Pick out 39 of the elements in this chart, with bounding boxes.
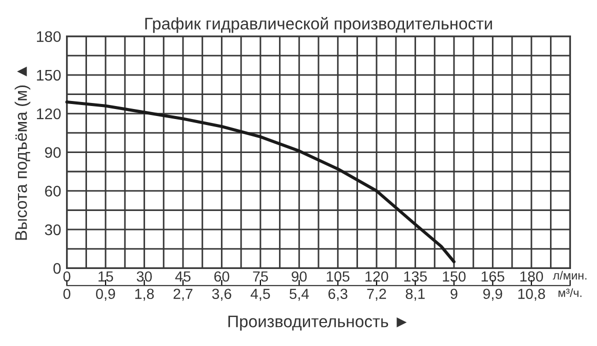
x-tick-label: 0 xyxy=(63,271,70,282)
x-tick-label: 15 xyxy=(98,271,114,282)
x2-tick-label: 10,8 xyxy=(518,288,545,301)
x2-tick-label: м³/ч. xyxy=(558,288,582,297)
y-tick-label: 90 xyxy=(45,147,61,158)
x2-tick-label: 1,8 xyxy=(135,288,154,301)
y-tick-label: 30 xyxy=(44,224,61,236)
y-tick-label: 0 xyxy=(53,263,61,274)
x2-tick-label: 3,6 xyxy=(212,288,232,301)
chart-title: График гидравлической производительности xyxy=(145,17,492,33)
x-tick-label: 75 xyxy=(253,271,268,282)
x2-tick-label: 2,7 xyxy=(174,288,192,301)
line-series xyxy=(65,100,456,264)
x2-tick-label: 0,9 xyxy=(96,288,116,301)
x2-tick-label: 0 xyxy=(63,288,70,300)
x2-tick-label: 4,5 xyxy=(250,288,270,301)
x-tick-label: 120 xyxy=(366,271,388,282)
x2-tick-label: 5,4 xyxy=(290,288,309,301)
x-tick-label: 30 xyxy=(136,271,152,282)
x-tick-label: 60 xyxy=(214,271,230,282)
x-tick-label: 180 xyxy=(520,271,544,282)
x-axis-title: Производительность ► xyxy=(228,316,407,331)
y-tick-label: 150 xyxy=(36,70,61,81)
x-tick-label: 135 xyxy=(404,271,427,282)
y-axis-title: Высота подъёма (м) ▲ xyxy=(14,66,30,240)
y-tick-label: 120 xyxy=(36,108,61,120)
y-tick-label: 180 xyxy=(36,31,61,42)
x2-tick-label: 9 xyxy=(450,288,458,300)
x2-tick-label: 9,9 xyxy=(483,288,502,301)
y-tick-label: 60 xyxy=(45,186,61,197)
x-tick-label: л/мин. xyxy=(552,270,586,280)
x2-tick-label: 6,3 xyxy=(328,288,348,301)
x2-tick-label: 7,2 xyxy=(367,288,386,301)
x-tick-label: 150 xyxy=(442,271,466,282)
x2-tick-label: 8,1 xyxy=(406,288,425,301)
x-tick-label: 90 xyxy=(292,271,307,282)
x-tick-label: 105 xyxy=(326,271,350,282)
x-tick-label: 45 xyxy=(175,271,191,282)
x-tick-label: 165 xyxy=(482,271,504,282)
